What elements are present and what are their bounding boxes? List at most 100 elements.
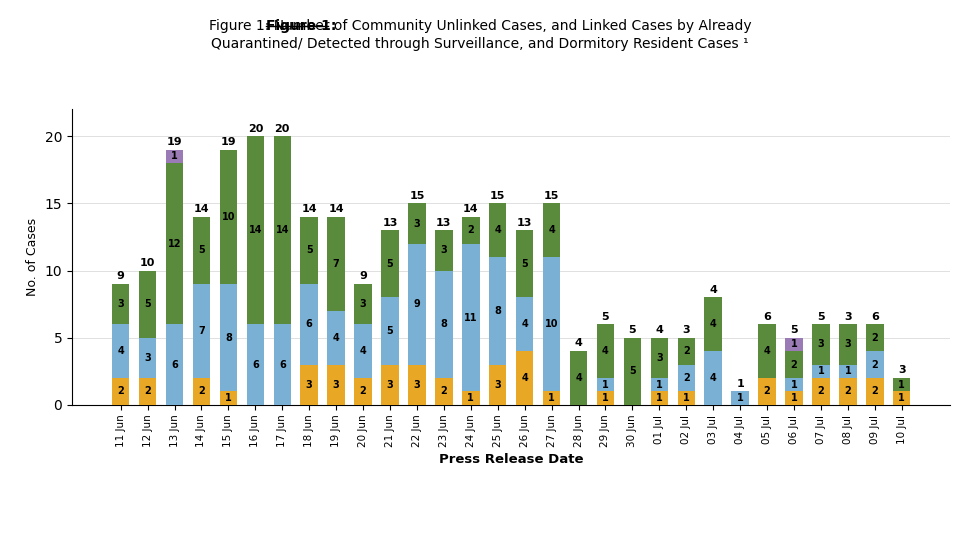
Text: 9: 9 — [414, 299, 420, 309]
Bar — [839, 364, 856, 378]
Text: 1: 1 — [656, 380, 662, 389]
Text: 12: 12 — [168, 238, 181, 249]
Text: 14: 14 — [276, 225, 289, 235]
Text: 3: 3 — [441, 246, 447, 255]
Text: 15: 15 — [409, 191, 424, 201]
Bar — [489, 257, 507, 364]
Text: 1: 1 — [845, 366, 852, 376]
Text: 7: 7 — [333, 259, 340, 269]
Bar — [462, 243, 480, 391]
Text: 4: 4 — [709, 319, 716, 329]
Text: 2: 2 — [198, 386, 204, 397]
Bar — [678, 364, 695, 391]
Text: 20: 20 — [275, 124, 290, 133]
Text: 1: 1 — [736, 393, 743, 403]
Bar — [300, 217, 318, 284]
Text: 15: 15 — [490, 191, 505, 201]
Text: 2: 2 — [683, 373, 689, 383]
Text: 4: 4 — [575, 339, 583, 348]
Text: 3: 3 — [144, 353, 151, 363]
Text: 8: 8 — [441, 319, 447, 329]
Text: 1: 1 — [602, 380, 609, 389]
Bar — [597, 378, 614, 391]
Text: 2: 2 — [441, 386, 447, 397]
Bar — [785, 378, 803, 391]
Text: 1: 1 — [225, 393, 231, 403]
Text: 8: 8 — [494, 306, 501, 316]
Text: 1: 1 — [791, 339, 798, 350]
Bar — [516, 230, 534, 298]
Bar — [193, 378, 210, 405]
Bar — [274, 324, 291, 405]
Text: 3: 3 — [494, 380, 501, 389]
Bar — [597, 391, 614, 405]
Text: 3: 3 — [845, 339, 852, 350]
Text: Number of Community Unlinked Cases, and Linked Cases by Already: Number of Community Unlinked Cases, and … — [239, 19, 721, 33]
Bar — [570, 351, 588, 405]
Text: 4: 4 — [117, 346, 124, 356]
Text: 3: 3 — [360, 299, 367, 309]
Bar — [220, 150, 237, 284]
Text: 15: 15 — [544, 191, 560, 201]
Bar — [166, 150, 183, 163]
Bar — [354, 284, 372, 324]
Bar — [651, 378, 668, 391]
Bar — [166, 163, 183, 324]
Bar — [193, 284, 210, 378]
Text: 13: 13 — [517, 218, 533, 228]
Text: 2: 2 — [360, 386, 367, 397]
Bar — [247, 136, 264, 324]
Text: 6: 6 — [306, 319, 313, 329]
Text: 2: 2 — [818, 386, 825, 397]
Bar — [516, 351, 534, 405]
Bar — [651, 391, 668, 405]
Text: Figure 1:: Figure 1: — [266, 19, 336, 33]
Text: 4: 4 — [521, 319, 528, 329]
Text: 4: 4 — [709, 284, 717, 295]
Text: 10: 10 — [545, 319, 559, 329]
Y-axis label: No. of Cases: No. of Cases — [26, 218, 39, 296]
Text: 3: 3 — [117, 299, 124, 309]
Bar — [542, 203, 561, 257]
Text: 10: 10 — [222, 212, 235, 222]
Text: 4: 4 — [709, 373, 716, 383]
Bar — [866, 351, 883, 378]
Text: 5: 5 — [817, 312, 825, 322]
Bar — [139, 271, 156, 337]
Text: 14: 14 — [249, 225, 262, 235]
Bar — [812, 324, 829, 364]
Bar — [758, 324, 776, 378]
Bar — [542, 257, 561, 391]
Text: 13: 13 — [382, 218, 397, 228]
Bar — [785, 391, 803, 405]
Bar — [785, 337, 803, 351]
Text: 4: 4 — [521, 373, 528, 383]
Text: 3: 3 — [333, 380, 340, 389]
Text: 2: 2 — [144, 386, 151, 397]
Bar — [220, 284, 237, 391]
Text: 3: 3 — [844, 312, 852, 322]
Bar — [516, 298, 534, 351]
Text: 7: 7 — [198, 326, 204, 336]
Text: 19: 19 — [167, 137, 182, 147]
Text: 1: 1 — [791, 380, 798, 389]
Text: 5: 5 — [521, 259, 528, 269]
Text: 3: 3 — [656, 353, 662, 363]
Bar — [435, 378, 452, 405]
Text: 9: 9 — [359, 271, 367, 281]
Bar — [112, 324, 130, 378]
Text: 4: 4 — [575, 373, 582, 383]
Text: 3: 3 — [387, 380, 394, 389]
Bar — [300, 364, 318, 405]
Bar — [597, 324, 614, 378]
Bar — [381, 364, 398, 405]
Text: 2: 2 — [683, 346, 689, 356]
Bar — [866, 324, 883, 351]
Bar — [705, 298, 722, 351]
Text: 4: 4 — [656, 325, 663, 335]
Bar — [408, 243, 425, 364]
Text: 14: 14 — [463, 204, 479, 214]
Text: 4: 4 — [764, 346, 771, 356]
Text: 5: 5 — [629, 366, 636, 376]
Text: 1: 1 — [791, 393, 798, 403]
